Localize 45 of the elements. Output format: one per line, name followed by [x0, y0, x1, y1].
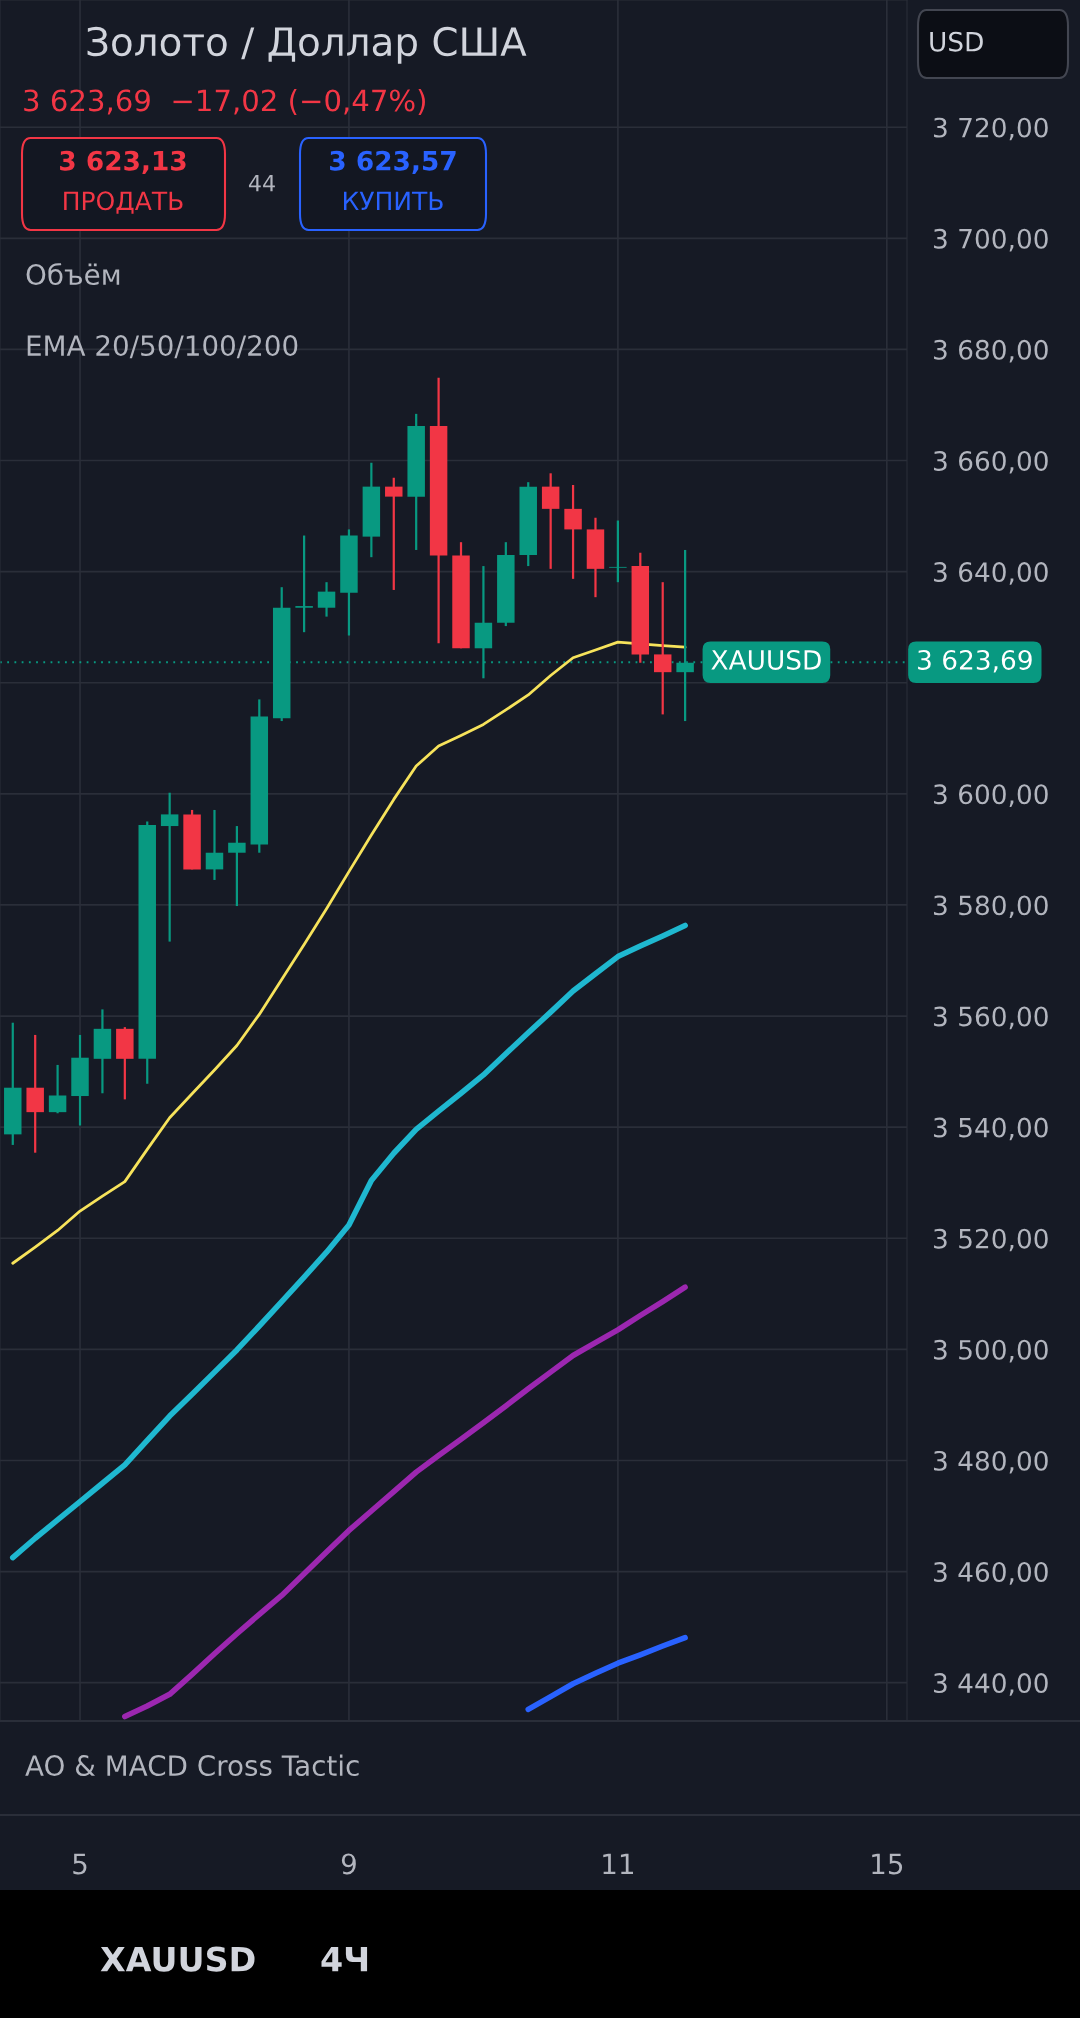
- y-tick-label: 3 640,00: [934, 562, 1048, 585]
- annotation: 3 623,57: [330, 150, 456, 175]
- candlestick: [653, 581, 672, 716]
- y-tick-label: 3 500,00: [934, 1339, 1048, 1363]
- text: 3 623,69 −17,02 (−0,47%): [24, 88, 425, 115]
- candlestick: [564, 483, 582, 580]
- y-tick-label: 3 460,00: [934, 1562, 1048, 1585]
- annotation: КУПИТЬ: [344, 191, 443, 210]
- line-series: [11, 640, 687, 1265]
- candlestick: [48, 1063, 67, 1115]
- text: 4Ч: [321, 1946, 368, 1972]
- candlestick: [609, 519, 627, 584]
- candlestick: [205, 808, 224, 882]
- annotation: EMA 20/50/100/200: [27, 335, 298, 359]
- text: 3 623,69: [918, 649, 1032, 673]
- y-tick-label: 3 680,00: [934, 339, 1048, 363]
- text: XAUUSD: [100, 1946, 255, 1972]
- ref-line-label: XAUUSD: [711, 649, 821, 670]
- candlestick: [160, 791, 179, 943]
- candlestick: [317, 581, 336, 618]
- candlestick: [295, 534, 313, 634]
- text: AO & MACD Cross Tactic: [25, 1754, 359, 1777]
- candlestick: [385, 476, 403, 592]
- y-tick-label: 3 480,00: [934, 1450, 1048, 1474]
- x-tick-label: 15: [872, 1853, 903, 1875]
- y-tick-label: 3 660,00: [934, 450, 1048, 474]
- x-tick-label: 9: [341, 1853, 356, 1875]
- annotation: Объём: [26, 263, 120, 286]
- annotation: ПРОДАТЬ: [64, 191, 183, 214]
- text: USD: [930, 31, 983, 52]
- candlestick: [541, 472, 560, 570]
- y-tick-label: 3 600,00: [934, 784, 1048, 807]
- y-tick-label: 3 700,00: [934, 228, 1048, 252]
- annotation: 44: [248, 174, 275, 192]
- y-tick-label: 3 540,00: [934, 1117, 1048, 1141]
- x-tick-label: 11: [603, 1853, 633, 1875]
- text: Золото / Доллар США: [87, 26, 527, 64]
- y-tick-label: 3 520,00: [934, 1228, 1048, 1252]
- x-tick-label: 5: [73, 1853, 87, 1875]
- y-tick-label: 3 440,00: [934, 1673, 1048, 1696]
- annotation: 3 623,13: [60, 150, 186, 175]
- y-tick-label: 3 560,00: [934, 1006, 1048, 1030]
- candlestick: [228, 824, 246, 908]
- y-tick-label: 3 580,00: [934, 895, 1048, 919]
- y-tick-label: 3 720,00: [934, 117, 1048, 141]
